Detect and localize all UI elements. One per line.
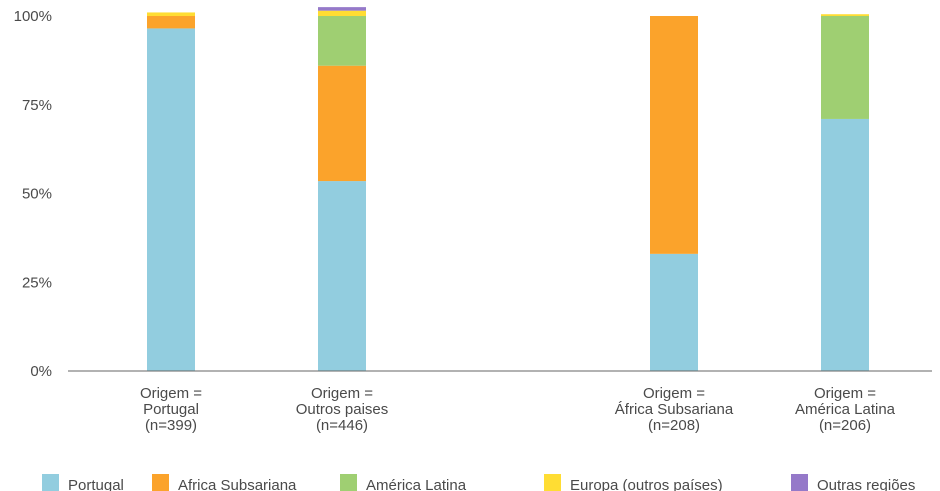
x-category-label: Origem =	[311, 385, 373, 402]
x-category-label: Outros paises	[296, 401, 389, 418]
bars	[147, 7, 869, 372]
y-tick-label: 25%	[22, 274, 52, 291]
x-category-label: (n=446)	[316, 417, 368, 434]
legend-swatch	[42, 474, 59, 491]
bar-segment-1-portugal	[147, 28, 195, 372]
bar-segment-2-africa-subsariana	[318, 65, 366, 182]
y-tick-label: 0%	[30, 363, 52, 380]
legend-swatch	[340, 474, 357, 491]
bar-segment-2-am-rica-latina	[318, 16, 366, 66]
bar-segment-4-am-rica-latina	[821, 16, 869, 119]
legend-swatch	[544, 474, 561, 491]
legend-label: Portugal	[68, 477, 124, 491]
legend-swatch	[152, 474, 169, 491]
x-category-label: América Latina	[795, 401, 896, 418]
x-category-label: Origem =	[140, 385, 202, 402]
legend-label: Outras regiões	[817, 477, 915, 491]
y-tick-label: 50%	[22, 186, 52, 203]
x-category-label: Portugal	[143, 401, 199, 418]
legend-label: Africa Subsariana	[178, 477, 297, 491]
legend: Portugal Africa Subsariana América Latina E…	[42, 474, 915, 491]
x-category-label: África Subsariana	[615, 401, 734, 418]
x-category-label: (n=206)	[819, 417, 871, 434]
legend-swatch	[791, 474, 808, 491]
x-axis-labels: Origem =Portugal(n=399)Origem =Outros pa…	[140, 385, 896, 434]
bar-segment-2-europa-outros-pa-ses-	[318, 10, 366, 16]
bar-segment-3-africa-subsariana	[650, 16, 698, 254]
bar-segment-4-europa-outros-pa-ses-	[821, 14, 869, 16]
bar-segment-3-portugal	[650, 253, 698, 371]
x-category-label: (n=208)	[648, 417, 700, 434]
bar-segment-2-outras-regi-es	[318, 7, 366, 11]
x-category-label: Origem =	[814, 385, 876, 402]
bar-segment-4-portugal	[821, 118, 869, 371]
bar-segment-1-europa-outros-pa-ses-	[147, 12, 195, 16]
x-category-label: Origem =	[643, 385, 705, 402]
y-tick-label: 100%	[14, 8, 52, 25]
legend-label: Europa (outros países)	[570, 477, 723, 491]
y-tick-label: 75%	[22, 97, 52, 114]
legend-label: América Latina	[366, 477, 467, 491]
x-category-label: (n=399)	[145, 417, 197, 434]
bar-segment-1-africa-subsariana	[147, 16, 195, 29]
y-axis: 0% 25% 50% 75% 100%	[14, 8, 52, 380]
bar-segment-2-portugal	[318, 181, 366, 371]
